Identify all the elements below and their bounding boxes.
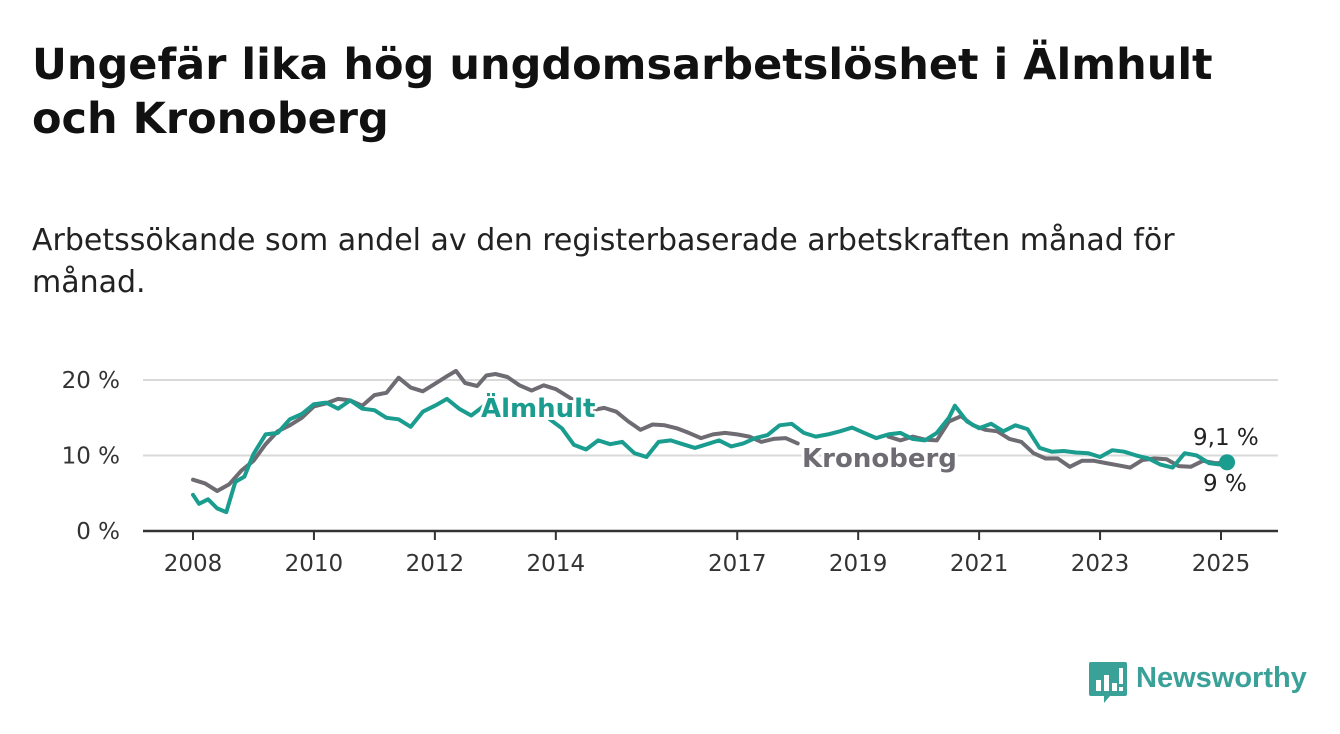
y-tick-label: 0 %: [76, 519, 120, 545]
chart-subtitle: Arbetssökande som andel av den registerb…: [32, 223, 1175, 300]
y-tick-label: 10 %: [62, 444, 120, 470]
end-point-marker: [1219, 454, 1236, 471]
x-axis: 2008 2010 2012 2014 2017 2019 2021 2023 2025: [143, 529, 1278, 577]
newsworthy-chart-icon: [1088, 660, 1128, 704]
x-tick-label: 2017: [708, 551, 767, 577]
series-label-almhult: Älmhult: [481, 392, 596, 424]
x-tick-label: 2019: [829, 551, 888, 577]
series-lines: [191, 368, 1236, 515]
series-line-almhult: [547, 403, 1229, 470]
series-line-kronoberg: [191, 368, 800, 493]
x-tick-label: 2008: [164, 551, 223, 577]
brand-name: Newsworthy: [1136, 662, 1307, 694]
x-tick-label: 2021: [950, 551, 1009, 577]
series-line-almhult: [191, 393, 498, 515]
series-label-kronoberg: Kronoberg: [802, 444, 957, 474]
x-tick-label: 2014: [527, 551, 586, 577]
brand: Newsworthy: [1088, 660, 1318, 706]
chart-title: Ungefär lika hög ungdomsarbetslöshet i Ä…: [32, 40, 1213, 144]
y-axis-ticks: 0 % 10 % 20 %: [62, 368, 120, 545]
x-tick-label: 2010: [285, 551, 344, 577]
y-tick-label: 20 %: [62, 368, 120, 394]
series-labels: Älmhult Kronoberg 9,1 % 9 %: [478, 389, 1261, 500]
series-line-kronoberg: [886, 414, 1229, 470]
x-tick-label: 2023: [1071, 551, 1130, 577]
x-tick-label: 2012: [406, 551, 465, 577]
end-label-almhult: 9,1 %: [1193, 425, 1259, 451]
end-label-kronoberg: 9 %: [1203, 471, 1247, 497]
x-tick-label: 2025: [1192, 551, 1251, 577]
